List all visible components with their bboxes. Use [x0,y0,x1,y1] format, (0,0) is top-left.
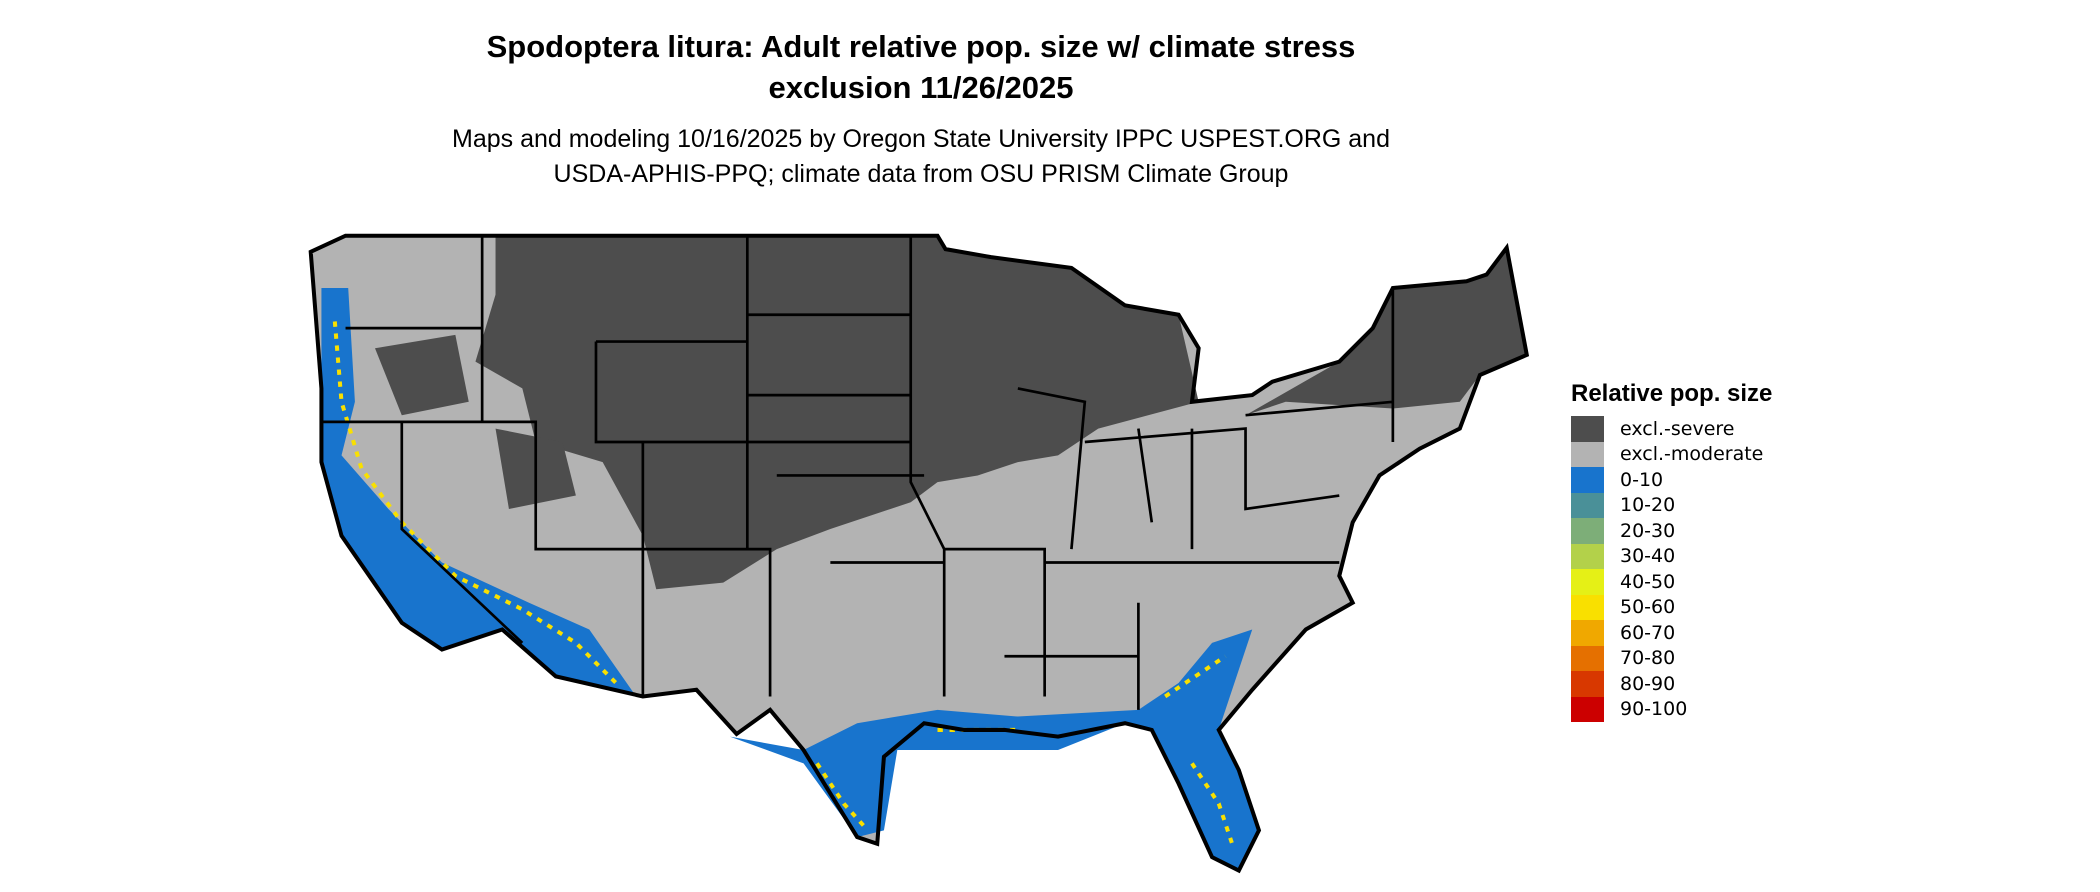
state-borders [308,233,1530,874]
legend-label: 20-30 [1620,519,1676,542]
legend-swatch [1571,416,1604,442]
legend-item: 70-80 [1571,645,1772,671]
region-0-10-southeast [729,629,1259,871]
legend-swatch [1571,467,1604,493]
legend-label: excl.-severe [1620,417,1735,440]
legend-label: 30-40 [1620,545,1676,568]
legend-label: 40-50 [1620,570,1676,593]
legend-label: 50-60 [1620,596,1676,619]
region-excl-severe-northeast [1245,247,1527,416]
region-excl-severe-west [375,334,576,509]
legend-label: 60-70 [1620,621,1676,644]
legend-item: 60-70 [1571,620,1772,646]
region-0-10-west [321,287,637,697]
legend-item: 30-40 [1571,543,1772,569]
legend-item: excl.-moderate [1571,441,1772,467]
legend-swatch [1571,518,1604,544]
legend-item: 40-50 [1571,569,1772,595]
subtitle-line-2: USDA-APHIS-PPQ; climate data from OSU PR… [553,160,1289,188]
legend-item: 10-20 [1571,492,1772,518]
legend-swatch [1571,671,1604,697]
legend-item: 50-60 [1571,594,1772,620]
legend-swatch [1571,696,1604,722]
legend-item: 80-90 [1571,671,1772,697]
legend-label: 0-10 [1620,468,1664,491]
subtitle-line-1: Maps and modeling 10/16/2025 by Oregon S… [452,125,1390,153]
legend-swatch [1571,569,1604,595]
legend-item: 20-30 [1571,518,1772,544]
legend-label: 70-80 [1620,647,1676,670]
legend-title: Relative pop. size [1571,380,1773,407]
legend-item: 0-10 [1571,467,1772,493]
region-excl-severe-north [475,235,1199,590]
legend-item: 90-100 [1571,696,1772,722]
legend-swatch [1571,594,1604,620]
map-title: Spodoptera litura: Adult relative pop. s… [0,26,1842,108]
map-subtitle: Maps and modeling 10/16/2025 by Oregon S… [0,122,1842,192]
legend-item: excl.-severe [1571,416,1772,442]
legend-swatch [1571,441,1604,467]
legend-label: 10-20 [1620,494,1676,517]
legend-swatch [1571,620,1604,646]
legend-label: 80-90 [1620,672,1676,695]
legend-swatch [1571,645,1604,671]
legend-swatch [1571,492,1604,518]
title-line-2: exclusion 11/26/2025 [768,70,1074,105]
legend: Relative pop. size excl.-severe excl.-mod… [1571,380,1772,722]
legend-swatch [1571,543,1604,569]
legend-label: 90-100 [1620,698,1688,721]
legend-label: excl.-moderate [1620,443,1764,466]
title-line-1: Spodoptera litura: Adult relative pop. s… [486,29,1356,64]
